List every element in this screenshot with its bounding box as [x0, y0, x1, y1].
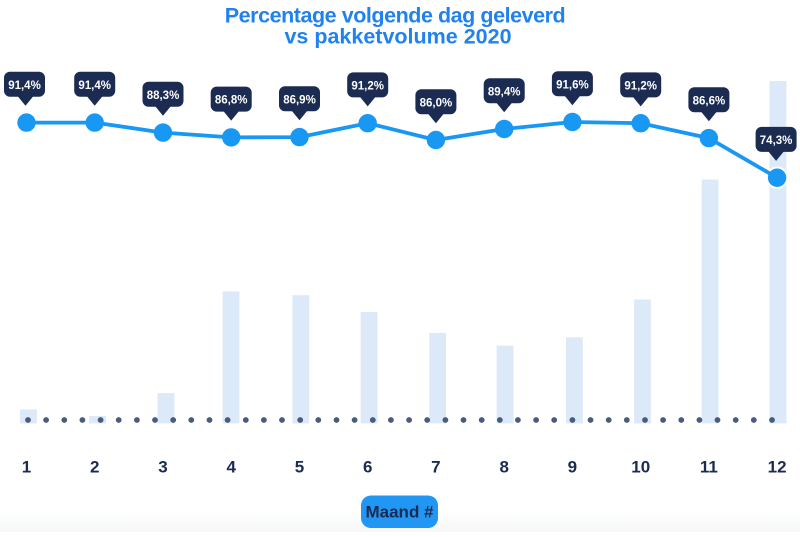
svg-text:86,9%: 86,9% — [283, 94, 316, 106]
svg-text:74,3%: 74,3% — [760, 135, 793, 147]
svg-text:6: 6 — [363, 457, 372, 476]
svg-text:1: 1 — [22, 457, 31, 476]
svg-text:11: 11 — [700, 457, 718, 476]
svg-text:2: 2 — [90, 457, 99, 476]
svg-text:89,4%: 89,4% — [488, 86, 521, 98]
svg-text:vs pakketvolume 2020: vs pakketvolume 2020 — [284, 24, 511, 48]
svg-text:91,4%: 91,4% — [78, 80, 111, 92]
svg-text:4: 4 — [226, 457, 236, 476]
svg-text:88,3%: 88,3% — [147, 90, 180, 102]
svg-text:8: 8 — [499, 457, 508, 476]
svg-text:86,8%: 86,8% — [215, 95, 248, 107]
svg-text:Percentage volgende dag geleve: Percentage volgende dag geleverd — [225, 3, 565, 27]
svg-text:7: 7 — [431, 457, 440, 476]
svg-text:91,6%: 91,6% — [556, 79, 589, 91]
svg-text:91,2%: 91,2% — [624, 81, 657, 93]
svg-text:12: 12 — [768, 457, 787, 476]
svg-text:86,6%: 86,6% — [693, 95, 726, 107]
svg-text:3: 3 — [158, 457, 167, 476]
svg-text:9: 9 — [568, 457, 577, 476]
svg-text:91,4%: 91,4% — [8, 80, 41, 92]
svg-text:86,0%: 86,0% — [420, 97, 453, 109]
svg-text:Maand #: Maand # — [365, 503, 434, 522]
svg-text:5: 5 — [295, 457, 304, 476]
svg-text:91,2%: 91,2% — [351, 81, 384, 93]
svg-text:10: 10 — [631, 457, 650, 476]
